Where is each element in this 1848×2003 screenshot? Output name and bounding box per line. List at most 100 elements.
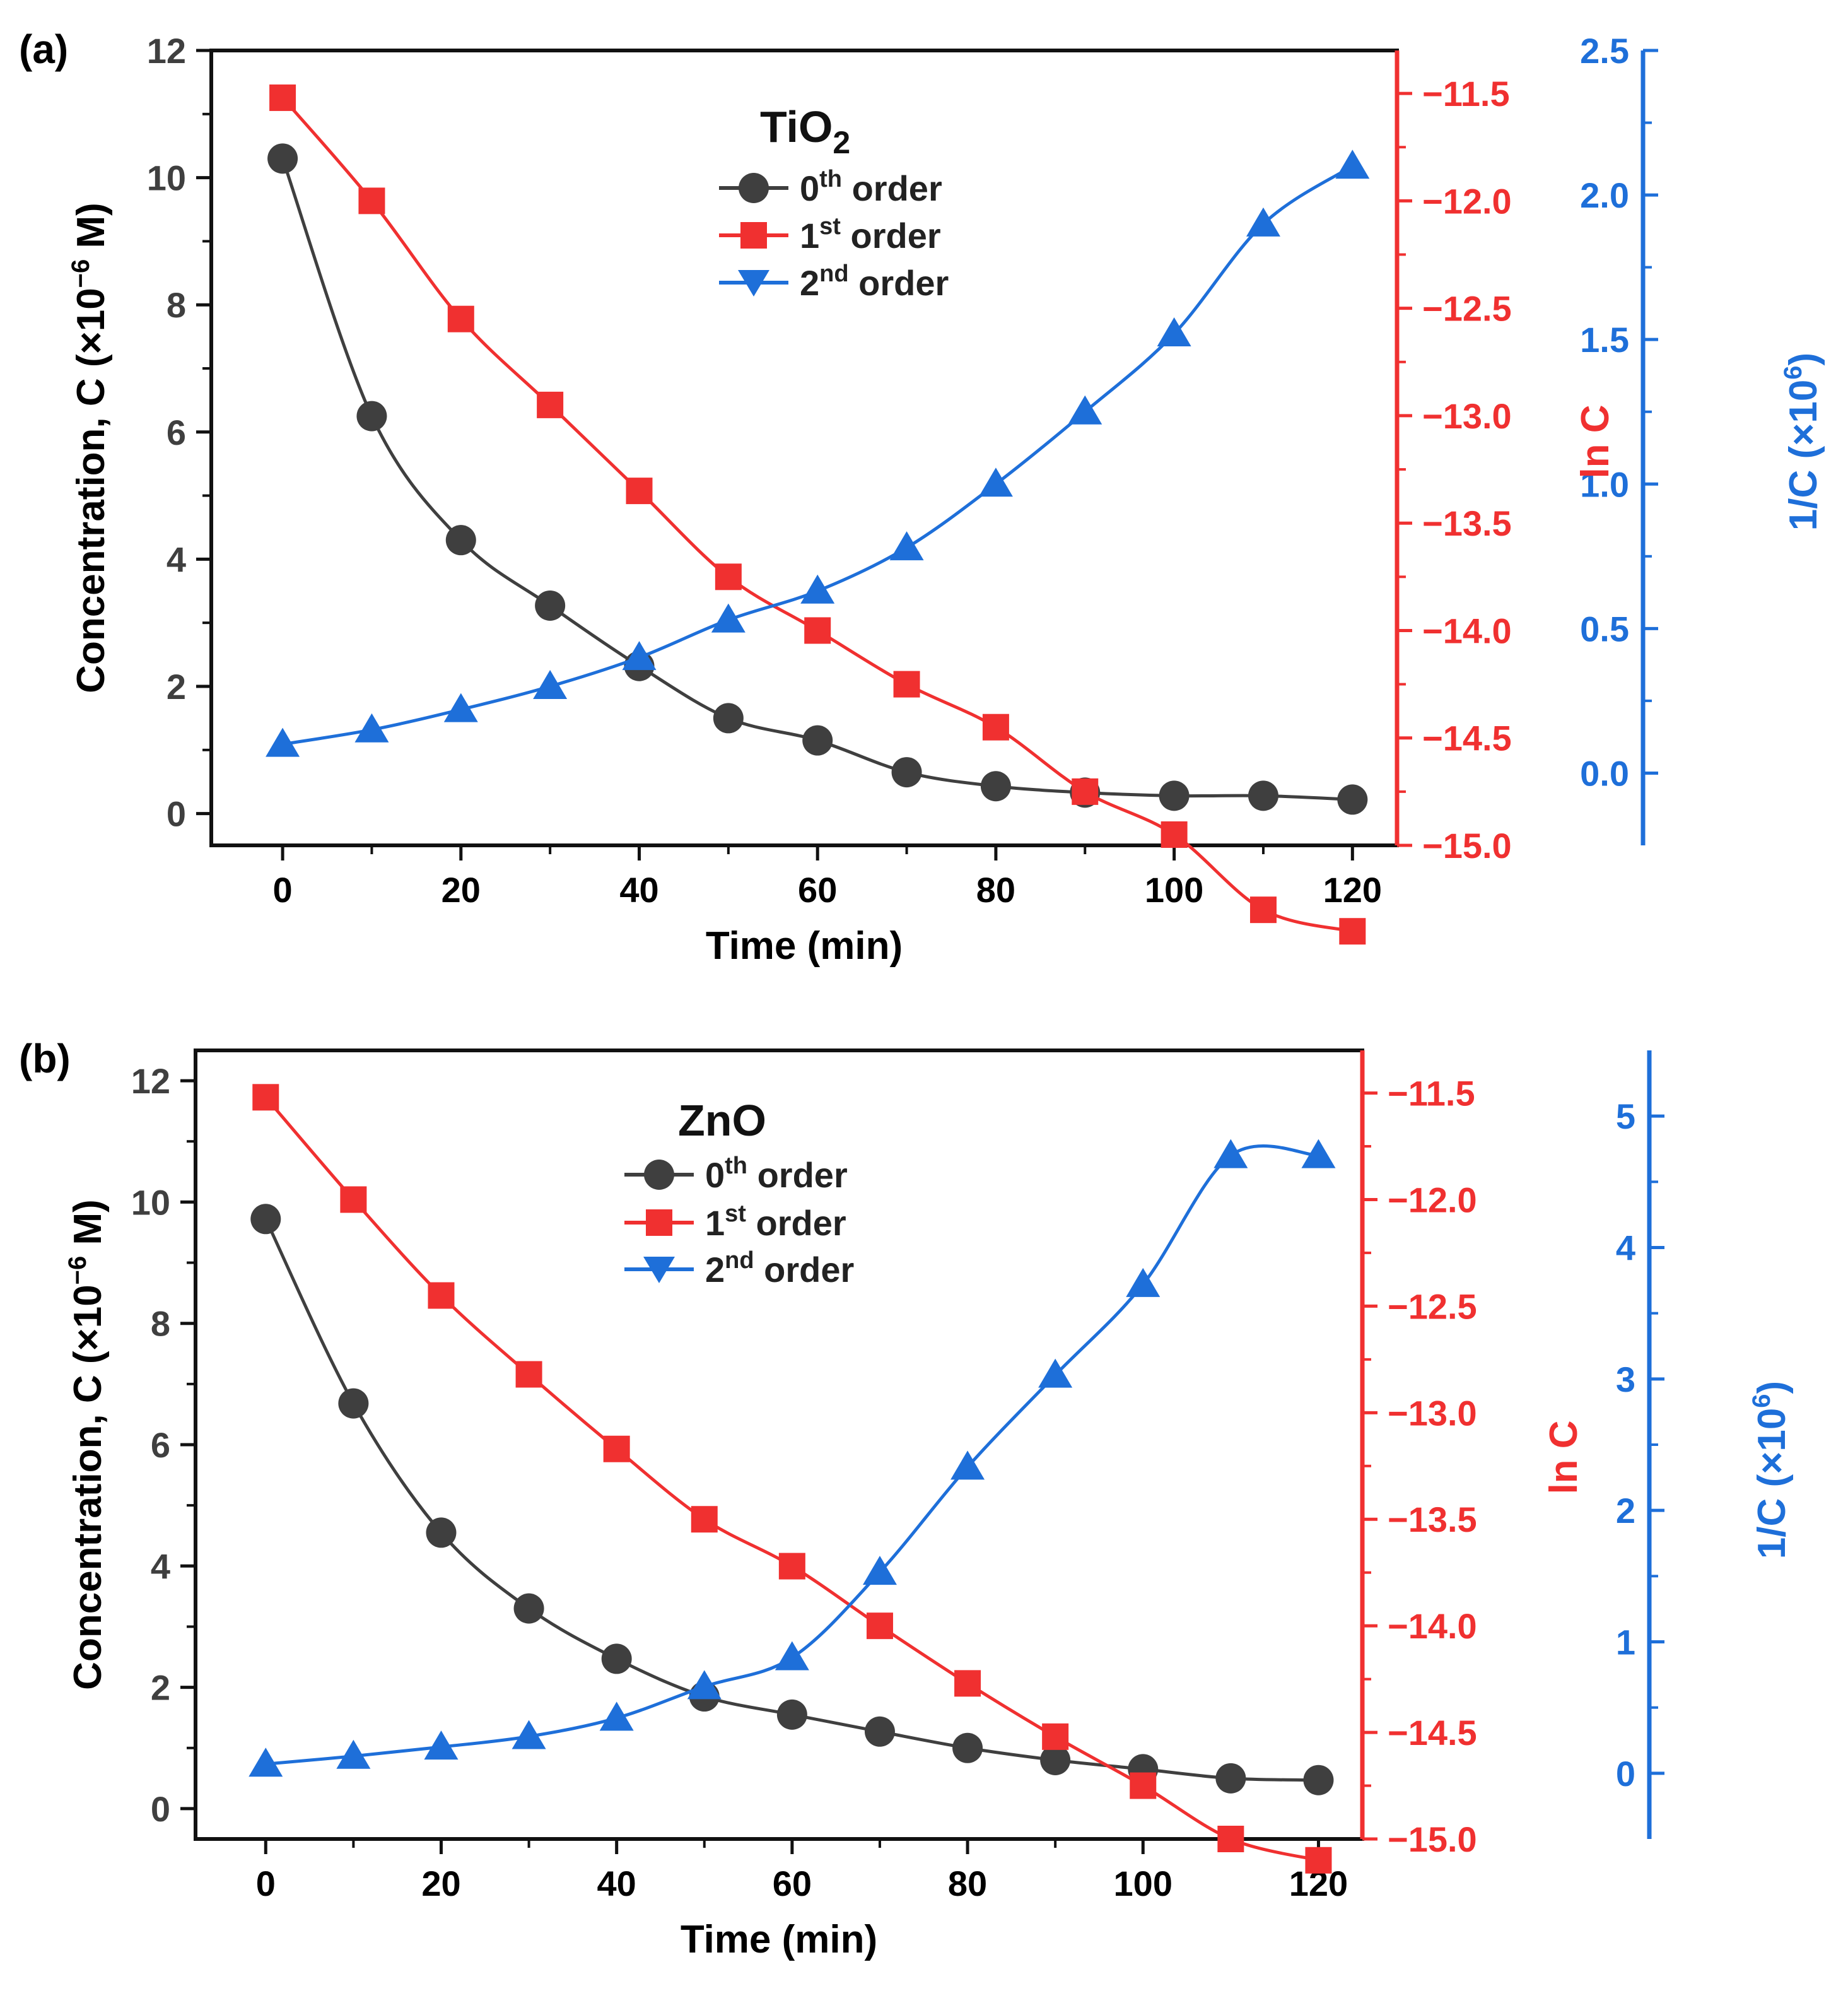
panel-a-left-tick-label-1: 2 [167,667,186,707]
panel-a-x-axis-title: Time (min) [706,924,903,968]
panel-a-series-1-point-3 [537,391,564,418]
panel-a-series-2-point-8 [978,467,1013,497]
panel-a-x-tick-label-6: 120 [1323,870,1382,910]
panel-b-legend-entry-0: 0th order [624,1153,848,1195]
panel-a-series-1-point-6 [804,617,831,644]
panel-b-invc-tick-label-4: 4 [1616,1228,1635,1268]
panel-a-legend: TiO2 0th order 1st order 2nd order [719,102,949,303]
panel-b-left-tick-label-5: 10 [131,1182,170,1222]
panel-a-series-0-point-5 [713,703,744,734]
panel-b-series-0-point-6 [776,1699,807,1730]
panel-a-lnc-tick-label-4: −13.0 [1422,396,1512,436]
panel-b-series-1-point-1 [340,1186,367,1213]
panel-b-series-2-point-4 [599,1701,634,1731]
panel-b-invc-axis-title-sup: 6 [1748,1394,1775,1407]
panel-b-series-2-point-9 [1038,1358,1073,1388]
panel-b-legend-label-1-sup: st [725,1201,746,1227]
panel-a-series-2-point-6 [800,574,835,604]
panel-a-series-1-point-0 [269,84,296,111]
panel-a-legend-label-2: 2nd order [800,261,949,303]
panel-b-series-1-point-11 [1217,1826,1244,1852]
panel-a-series-1-point-9 [1072,778,1099,805]
panel-b-series-1-point-2 [428,1282,455,1309]
panel-b-legend-marker-2 [643,1257,675,1283]
panel-a-lnc-tick-label-1: −14.5 [1422,719,1512,758]
panel-a-lnc-tick-label-6: −12.0 [1422,181,1512,221]
panel-a-invc-tick-label-0: 0.0 [1580,753,1629,793]
panel-a-series-1-point-4 [626,478,653,505]
panel-a-left-tick-label-2: 4 [167,539,186,579]
panel-b-lnc-tick-label-3: −13.5 [1388,1500,1477,1539]
panel-a-series-2-point-12 [1335,150,1370,179]
panel-b-series-1 [252,1084,1332,1874]
panel-a-invc-axis-title-sup: 6 [1779,365,1807,379]
panel-b-left-tick-label-6: 12 [131,1061,170,1101]
panel-a-legend-label-0-sup: th [819,166,842,192]
panel-a-series-0-point-1 [356,401,387,432]
panel-b-lnc-tick-label-6: −12.0 [1388,1180,1477,1219]
panel-b-series-1-point-4 [603,1435,630,1462]
panel-b-lnc-axis-title: ln C [1542,1420,1586,1494]
panel-a-series-0-point-2 [445,525,476,556]
panel-a-x-tick-label-1: 20 [442,870,481,910]
panel-a-legend-entry-0: 0th order [719,166,942,208]
panel-b-legend-label-0-sup: th [725,1153,747,1179]
panel-b-left-axis-title: Concentration, C (×10−6 M) [64,1199,110,1690]
panel-b-left-tick-label-1: 2 [151,1668,170,1708]
panel-a-invc-axis-title: 1/C (×106) [1779,353,1825,531]
panel-b-series-2-point-7 [862,1556,897,1585]
panel-a-invc-tick-label-4: 2.0 [1580,175,1629,215]
panel-b-series-0-point-11 [1215,1763,1246,1794]
panel-a-left-ticks: 0 2 4 6 8 10 12 [147,31,211,834]
panel-b-series-2-point-12 [1301,1139,1336,1168]
panel-b-series-1-point-10 [1130,1772,1157,1799]
panel-b-series-0 [250,1204,1334,1795]
panel-a-series-1 [269,84,1366,945]
panel-b-series-2-point-8 [950,1450,985,1480]
panel-b-lnc-tick-label-2: −14.0 [1388,1606,1477,1646]
panel-b-series-2-point-3 [512,1720,546,1749]
panel-b-series-2-point-10 [1126,1267,1161,1297]
panel-b-series-2-point-6 [775,1641,809,1671]
panel-a-legend-entry-1: 1st order [719,213,941,256]
panel-a-series-0-point-10 [1159,780,1190,811]
panel-b-series-2-point-11 [1213,1139,1248,1168]
panel-b-legend-entry-1: 1st order [624,1201,846,1243]
panel-b-invc-tick-label-1: 1 [1616,1623,1635,1662]
panel-b-legend-label-1-main: 1 [705,1203,725,1243]
panel-b-series-1-point-3 [515,1361,542,1388]
panel-b-series-0-point-8 [952,1732,983,1763]
panel-a-legend-label-1: 1st order [800,213,941,256]
panel-a-lnc-tick-label-2: −14.0 [1422,611,1512,650]
panel-a-series-2-point-10 [1157,317,1191,347]
panel-b-x-tick-label-1: 20 [421,1864,460,1903]
panel-a-series-0-point-11 [1248,780,1278,811]
panel-b-legend-marker-0 [644,1160,674,1190]
panel-b-lnc-tick-label-7: −11.5 [1388,1074,1475,1113]
panel-a-x-tick-label-0: 0 [273,870,293,910]
panel-b-legend-label-0-main: 0 [705,1155,725,1195]
panel-a-legend-label-2-tail: order [849,263,949,303]
panel-b-lnc-ticks: −15.0 −14.5 −14.0 −13.5 −13.0 −12.5 −12.0 −11.5 [1362,1074,1477,1859]
panel-a-legend-label-1-tail: order [841,216,941,256]
panel-b-invc-tick-label-5: 5 [1616,1096,1635,1136]
panel-b-legend-label-2-tail: order [754,1250,855,1289]
panel-a-left-axis-title-tail: M) [69,203,113,259]
panel-b-x-ticks: 0 20 40 60 80 100 120 [256,1839,1348,1903]
panel-b-series-1-point-12 [1305,1847,1332,1874]
panel-a-series-2-point-2 [443,693,478,722]
panel-b-series-0-line [264,1218,1319,1782]
panel-b-series-0-point-0 [250,1204,281,1235]
panel-a-series-2-point-9 [1068,395,1102,425]
panel-b-left-tick-label-0: 0 [151,1789,170,1829]
panel-a-material-title-sub: 2 [833,125,850,160]
panel-a-legend-label-2-main: 2 [800,263,819,303]
panel-a-legend-label-1-sup: st [819,213,841,240]
panel-b-series-2-line [266,1144,1319,1766]
panel-b-invc-ticks: 0 1 2 3 4 5 [1616,1096,1664,1794]
panel-b-legend-label-0-tail: order [747,1155,848,1195]
panel-a-label: (a) [19,26,68,72]
panel-b-lnc-tick-label-0: −15.0 [1388,1819,1477,1859]
